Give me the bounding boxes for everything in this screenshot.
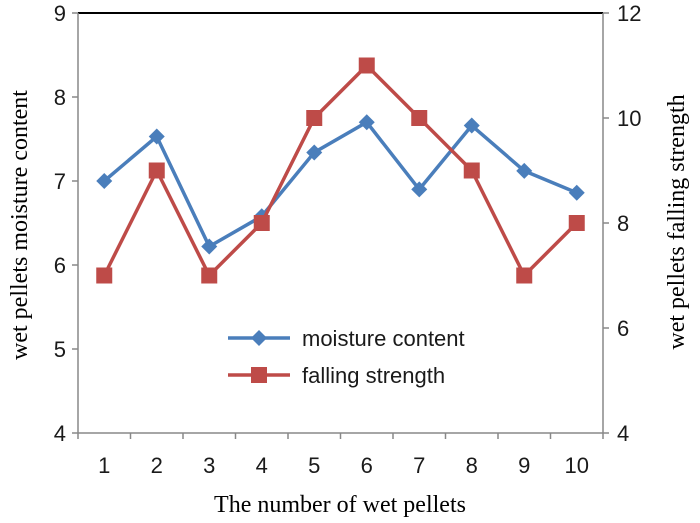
falling-strength-point <box>148 162 165 179</box>
x-tick-label: 1 <box>98 453 110 478</box>
legend-marker-falling-strength <box>251 367 267 383</box>
x-axis-ticks: 1 2 3 4 5 6 7 8 9 10 <box>77 433 604 478</box>
x-tick-label: 6 <box>361 453 373 478</box>
falling-strength-line <box>102 63 578 278</box>
moisture-content-point <box>411 181 428 198</box>
x-tick-label: 4 <box>256 453 268 478</box>
falling-strength-point <box>358 57 375 74</box>
left-y-tick-label: 4 <box>54 421 66 446</box>
x-tick-label: 10 <box>565 453 589 478</box>
x-tick-label: 2 <box>151 453 163 478</box>
left-y-tick-label: 9 <box>54 1 66 26</box>
falling-strength-point <box>568 215 585 231</box>
legend: moisture content falling strength <box>228 326 465 388</box>
moisture-content-point <box>358 114 375 131</box>
legend-label-falling-strength: falling strength <box>302 363 445 388</box>
right-y-tick-label: 8 <box>617 211 629 236</box>
x-tick-label: 7 <box>413 453 425 478</box>
left-y-tick-label: 6 <box>54 253 66 278</box>
moisture-content-point <box>306 144 323 161</box>
x-tick-label: 5 <box>308 453 320 478</box>
right-y-axis-title: wet pellets falling strength <box>664 94 690 349</box>
falling-strength-point <box>306 110 323 126</box>
falling-strength-point <box>411 110 428 126</box>
moisture-content-point <box>568 184 585 201</box>
falling-strength-point <box>463 162 480 179</box>
right-y-tick-label: 12 <box>617 1 641 26</box>
falling-strength-point <box>253 215 270 231</box>
x-axis-title: The number of wet pellets <box>214 492 466 518</box>
moisture-content-line <box>103 120 578 249</box>
moisture-content-point <box>516 162 533 179</box>
right-y-tick-label: 4 <box>617 421 629 446</box>
falling-strength-point <box>96 267 113 284</box>
moisture-content-point <box>148 128 165 145</box>
legend-label-moisture-content: moisture content <box>302 326 465 351</box>
right-y-tick-label: 6 <box>617 316 629 341</box>
left-y-tick-label: 7 <box>54 169 66 194</box>
moisture-content-point <box>463 117 480 134</box>
moisture-content-point <box>96 173 113 189</box>
falling-strength-point <box>516 267 533 284</box>
falling-strength-point <box>201 267 218 284</box>
left-y-axis-title: wet pellets moisture content <box>7 90 33 360</box>
series-layer <box>96 57 585 284</box>
left-y-axis-ticks: 4 5 6 7 8 9 <box>54 1 78 446</box>
legend-marker-moisture-content <box>251 330 267 346</box>
moisture-content-point <box>201 238 218 255</box>
x-tick-label: 8 <box>466 453 478 478</box>
left-y-tick-label: 8 <box>54 85 66 110</box>
right-y-axis-ticks: 4 6 8 10 12 <box>603 1 641 446</box>
x-tick-label: 3 <box>203 453 215 478</box>
right-y-tick-label: 10 <box>617 106 641 131</box>
left-y-tick-label: 5 <box>54 337 66 362</box>
x-tick-label: 9 <box>518 453 530 478</box>
